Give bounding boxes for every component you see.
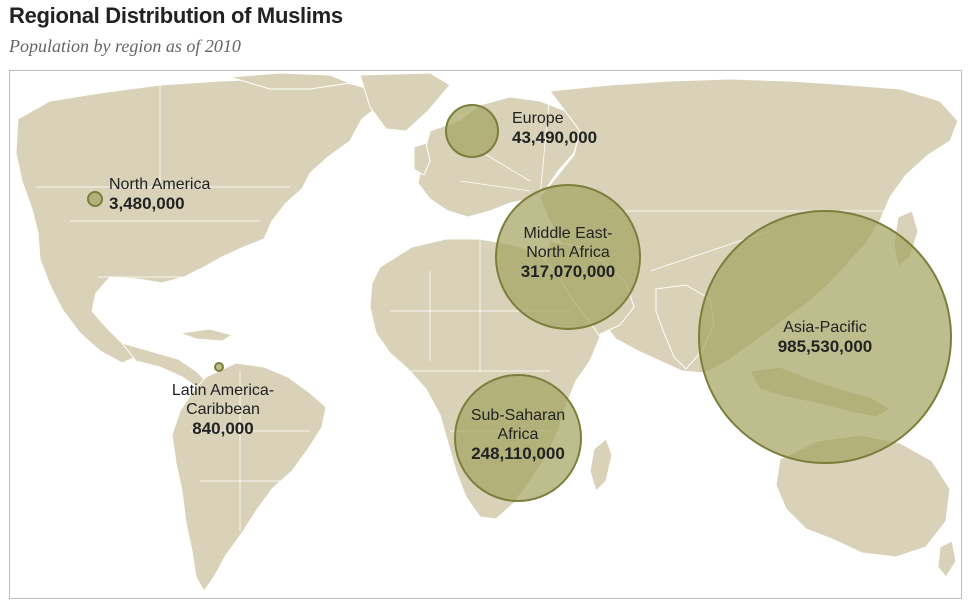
label-latin-america-caribbean: Latin America- Caribbean 840,000 — [153, 381, 293, 439]
label-middle-east-north-africa: Middle East- North Africa 317,070,000 — [498, 224, 638, 282]
region-value: 248,110,000 — [471, 444, 565, 463]
landmass-madagascar — [589, 438, 613, 492]
landmass-caribbean — [179, 328, 234, 342]
region-name-line-1: Latin America- — [171, 382, 275, 399]
world-map-svg — [15, 72, 959, 592]
region-name: Europe — [512, 110, 564, 127]
label-north-america: North America 3,480,000 — [109, 175, 210, 214]
bubble-europe — [445, 104, 499, 158]
landmass-british-isles — [413, 142, 431, 176]
label-asia-pacific: Asia-Pacific 985,530,000 — [755, 318, 895, 357]
region-value: 840,000 — [192, 419, 254, 438]
region-value: 43,490,000 — [512, 128, 598, 147]
region-name-line-2: Africa — [497, 426, 539, 443]
bubble-asia-pacific — [698, 210, 952, 464]
region-name-line-1: Sub-Saharan — [470, 407, 566, 424]
region-value: 985,530,000 — [777, 337, 873, 356]
landmass-south-america — [171, 362, 327, 592]
chart-title: Regional Distribution of Muslims — [9, 3, 343, 28]
bubble-sub-saharan-africa — [454, 374, 582, 502]
borders-north-america — [36, 85, 290, 278]
bubble-latin-america-caribbean — [214, 362, 224, 372]
region-name-line-2: Caribbean — [186, 401, 260, 418]
landmass-new-zealand — [937, 540, 957, 578]
world-map: North America 3,480,000 Europe 43,490,00… — [9, 70, 962, 599]
landmass-arctic-islands — [229, 72, 352, 90]
region-value: 317,070,000 — [520, 262, 616, 281]
region-name-line-2: North Africa — [526, 244, 610, 261]
label-sub-saharan-africa: Sub-Saharan Africa 248,110,000 — [448, 406, 588, 464]
landmass-greenland — [359, 72, 451, 132]
borders-south-america — [190, 371, 310, 531]
region-name: North America — [109, 176, 211, 193]
region-name-line-1: Middle East- — [523, 225, 613, 242]
bubble-middle-east-north-africa — [495, 184, 641, 330]
label-europe: Europe 43,490,000 — [512, 109, 597, 148]
borders-europe-asia — [459, 90, 890, 272]
chart-subtitle: Population by region as of 2010 — [9, 36, 241, 56]
region-name: Asia-Pacific — [783, 319, 867, 336]
region-value: 3,480,000 — [109, 194, 185, 213]
bubble-north-america — [87, 191, 103, 207]
